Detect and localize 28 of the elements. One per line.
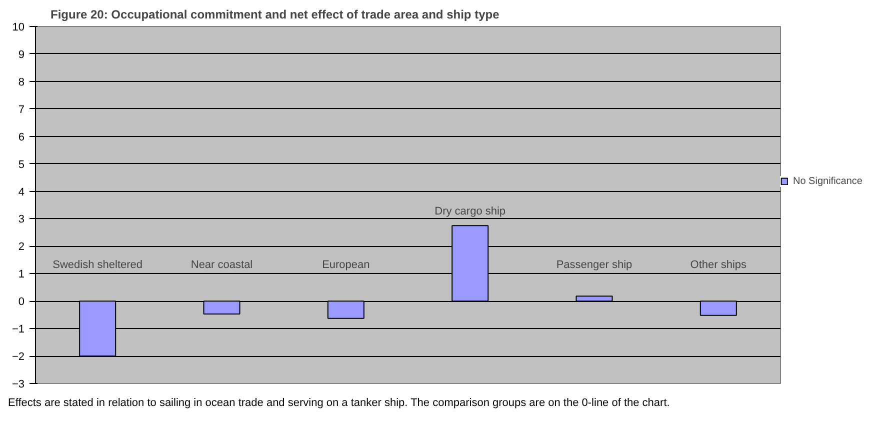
x-tick-label: European bbox=[322, 258, 370, 271]
y-tick-label: 9 bbox=[18, 48, 25, 61]
y-tick-label: −3 bbox=[12, 378, 25, 390]
y-tick-label: 1 bbox=[18, 268, 25, 281]
chart-title: Figure 20: Occupational commitment and net effect of trade area and ship type bbox=[50, 8, 500, 22]
y-tick-label: 5 bbox=[18, 158, 25, 171]
text: Effects are stated in relation to sailing in ocean trade and serving on a tanker ship. The comparison groups are on the 0-line of the chart. bbox=[8, 396, 670, 411]
y-tick-label: 10 bbox=[12, 22, 25, 34]
bar bbox=[452, 225, 489, 302]
bar bbox=[327, 300, 364, 319]
x-tick-label: Near coastal bbox=[190, 258, 253, 271]
x-tick-label: Dry cargo ship bbox=[434, 205, 506, 218]
legend-label: No Significance bbox=[793, 176, 862, 187]
bar bbox=[700, 300, 737, 316]
y-tick-label: −1 bbox=[12, 324, 25, 336]
y-tick-label: 3 bbox=[18, 214, 25, 226]
x-tick-label: Swedish sheltered bbox=[52, 258, 143, 271]
x-tick-label: Other ships bbox=[690, 258, 748, 271]
y-tick-label: 4 bbox=[18, 186, 25, 198]
y-tick-label: 7 bbox=[18, 104, 25, 116]
x-tick-label: Passenger ship bbox=[556, 258, 632, 271]
y-tick-label: 6 bbox=[18, 131, 25, 144]
y-tick-label: 8 bbox=[18, 76, 25, 88]
y-tick-label: −2 bbox=[12, 351, 25, 364]
bar bbox=[576, 296, 613, 302]
y-tick-label: 0 bbox=[18, 296, 25, 308]
bar bbox=[203, 300, 240, 315]
y-tick-label: 2 bbox=[18, 241, 25, 254]
